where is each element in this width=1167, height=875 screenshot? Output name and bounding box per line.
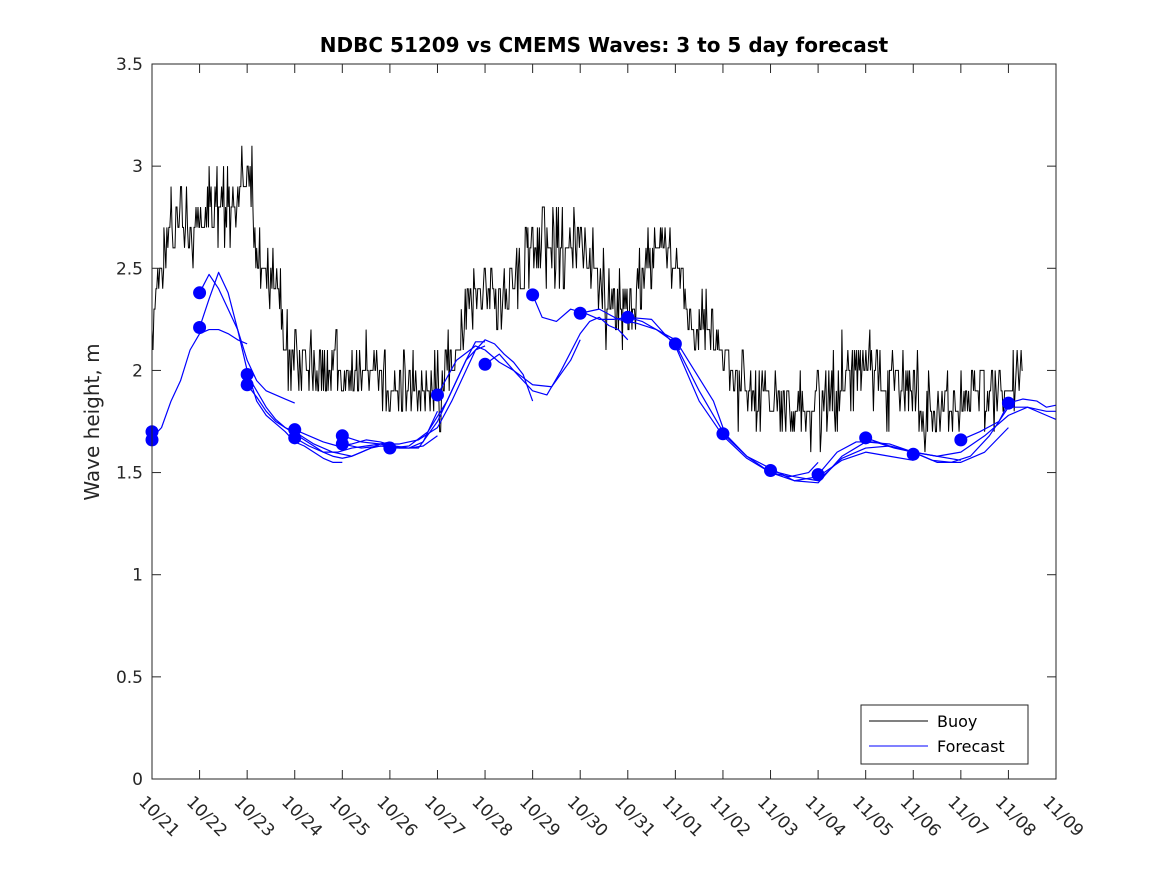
forecast-start-marker [811, 468, 825, 482]
forecast-line [294, 429, 438, 449]
x-tick-label: 11/01 [658, 792, 707, 841]
y-tick-label: 2.5 [116, 259, 143, 279]
axes-frame [151, 63, 1057, 780]
forecast-series-layer [151, 271, 1057, 484]
forecast-line [484, 316, 629, 396]
y-tick-label: 0 [132, 770, 143, 790]
forecast-line [960, 398, 1057, 441]
forecast-line [246, 384, 391, 459]
forecast-line [627, 316, 819, 478]
forecast-line [342, 341, 486, 449]
x-tick-label: 10/23 [230, 792, 279, 841]
forecast-start-marker [335, 437, 349, 451]
x-tick-label: 10/26 [372, 792, 421, 841]
x-tick-label: 10/30 [563, 792, 612, 841]
buoy-series-layer [151, 145, 1023, 453]
x-tick-label: 10/24 [277, 792, 326, 841]
legend-box [860, 704, 1029, 765]
plot-area [145, 145, 1057, 484]
forecast-start-marker [383, 441, 397, 455]
legend-forecast-label: Forecast [937, 737, 1005, 756]
forecast-start-marker [430, 388, 444, 402]
forecast-start-marker [716, 427, 730, 441]
x-tick-label: 11/05 [848, 792, 897, 841]
forecast-line [294, 411, 439, 453]
x-tick-label: 10/22 [182, 792, 231, 841]
forecast-line [865, 406, 1056, 457]
x-tick-label: 11/03 [753, 792, 802, 841]
y-axis-label: Wave height, m [80, 343, 104, 500]
x-tick-label: 10/21 [134, 792, 183, 841]
forecast-line [199, 271, 343, 463]
y-tick-label: 0.5 [116, 668, 143, 688]
forecast-start-marker [859, 431, 873, 445]
forecast-start-marker [906, 447, 920, 461]
forecast-line [151, 328, 248, 439]
x-tick-label: 11/04 [801, 792, 850, 841]
y-tick-label: 3.5 [116, 55, 143, 75]
forecast-start-marker [1001, 396, 1015, 410]
forecast-start-marker [288, 431, 302, 445]
x-tick-label: 10/25 [325, 792, 374, 841]
forecast-start-marker [526, 288, 540, 302]
forecast-line [436, 339, 581, 396]
x-tick-label: 11/09 [1038, 792, 1087, 841]
x-tick-label: 11/02 [705, 792, 754, 841]
forecast-start-marker [240, 378, 254, 392]
x-tick-label: 10/27 [420, 792, 469, 841]
y-tick-label: 2 [132, 361, 143, 381]
forecast-start-marker [573, 306, 587, 320]
forecast-start-marker [621, 310, 635, 324]
buoy-line [151, 145, 1023, 453]
y-tick-label: 1.5 [116, 464, 143, 484]
legend-buoy-label: Buoy [937, 712, 977, 731]
forecast-start-marker [954, 433, 968, 447]
x-tick-label: 11/08 [991, 792, 1040, 841]
x-tick-label: 10/29 [515, 792, 564, 841]
forecast-start-marker [764, 464, 778, 478]
forecast-line [389, 339, 534, 449]
forecast-start-marker [193, 321, 207, 335]
legend: Buoy Forecast [860, 704, 1029, 765]
forecast-line [580, 308, 724, 428]
x-tick-label: 10/28 [468, 792, 517, 841]
forecast-line [817, 406, 1057, 475]
forecast-start-marker [240, 368, 254, 382]
y-tick-label: 1 [132, 566, 143, 586]
forecast-start-marker [668, 337, 682, 351]
x-tick-label: 11/06 [896, 792, 945, 841]
forecast-line [199, 273, 295, 404]
forecast-marker-layer [145, 286, 1015, 482]
x-tick-label: 10/31 [610, 792, 659, 841]
chart-title: NDBC 51209 vs CMEMS Waves: 3 to 5 day fo… [320, 33, 889, 57]
forecast-start-marker [193, 286, 207, 300]
forecast-start-marker [478, 357, 492, 371]
y-tick-label: 3 [132, 157, 143, 177]
x-tick-label: 11/07 [943, 792, 992, 841]
